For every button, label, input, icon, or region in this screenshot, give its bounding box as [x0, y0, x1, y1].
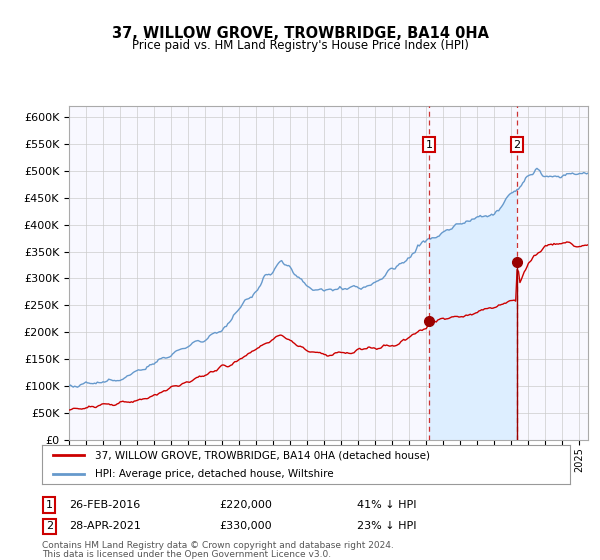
Text: 23% ↓ HPI: 23% ↓ HPI — [357, 521, 416, 531]
Text: 1: 1 — [425, 139, 433, 150]
Text: HPI: Average price, detached house, Wiltshire: HPI: Average price, detached house, Wilt… — [95, 469, 334, 479]
Text: 37, WILLOW GROVE, TROWBRIDGE, BA14 0HA (detached house): 37, WILLOW GROVE, TROWBRIDGE, BA14 0HA (… — [95, 450, 430, 460]
Text: This data is licensed under the Open Government Licence v3.0.: This data is licensed under the Open Gov… — [42, 550, 331, 559]
Text: £330,000: £330,000 — [219, 521, 272, 531]
Text: 2: 2 — [514, 139, 520, 150]
Text: 2: 2 — [46, 521, 53, 531]
Text: 28-APR-2021: 28-APR-2021 — [69, 521, 141, 531]
Text: £220,000: £220,000 — [219, 500, 272, 510]
Text: Contains HM Land Registry data © Crown copyright and database right 2024.: Contains HM Land Registry data © Crown c… — [42, 542, 394, 550]
Text: 37, WILLOW GROVE, TROWBRIDGE, BA14 0HA: 37, WILLOW GROVE, TROWBRIDGE, BA14 0HA — [112, 26, 488, 41]
Text: 41% ↓ HPI: 41% ↓ HPI — [357, 500, 416, 510]
Text: 1: 1 — [46, 500, 53, 510]
Text: Price paid vs. HM Land Registry's House Price Index (HPI): Price paid vs. HM Land Registry's House … — [131, 39, 469, 53]
Text: 26-FEB-2016: 26-FEB-2016 — [69, 500, 140, 510]
